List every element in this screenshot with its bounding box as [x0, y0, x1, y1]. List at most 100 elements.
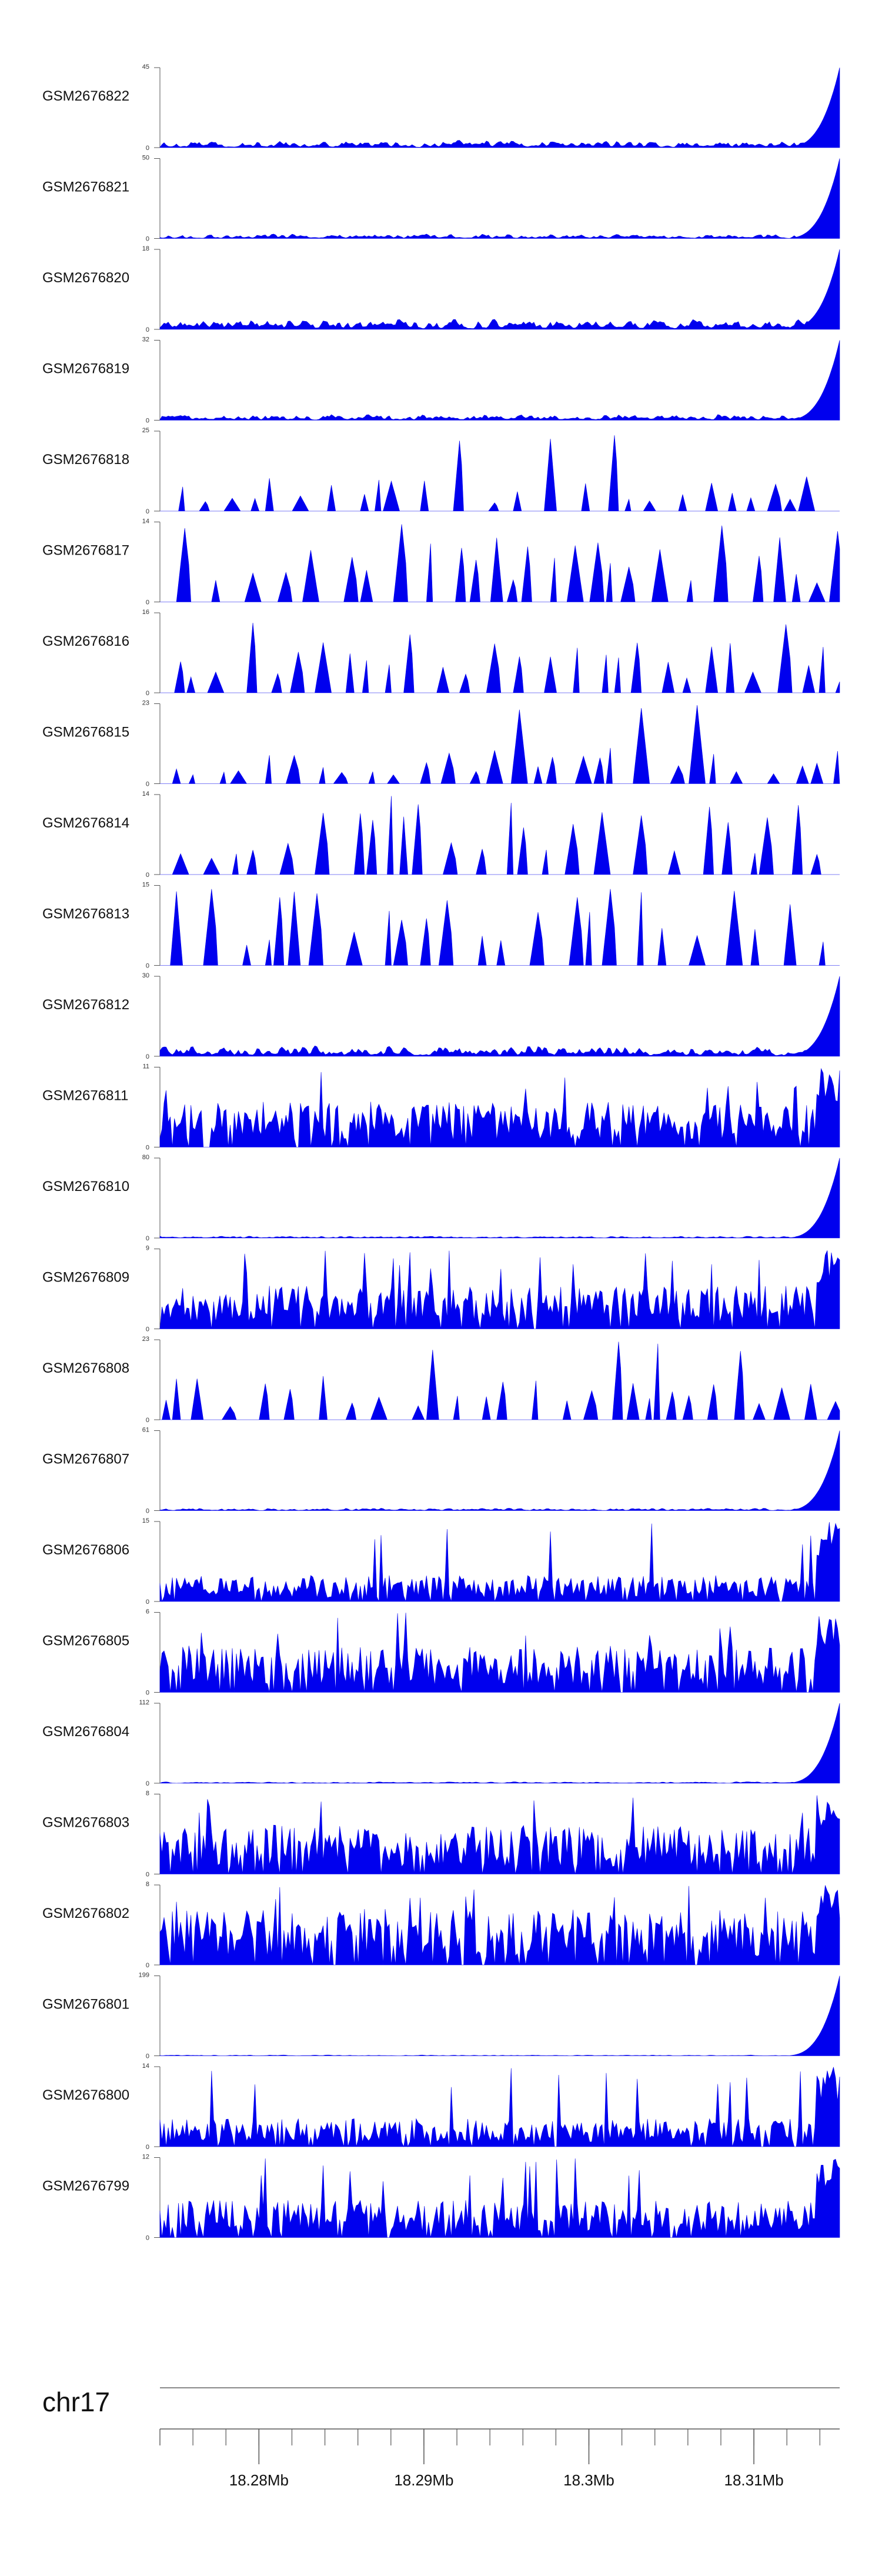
y-min-label: 0 [146, 1962, 149, 1969]
track-gsm2676811: GSM2676811 11 0 [42, 1063, 840, 1152]
tick-label: 18.31Mb [724, 2471, 784, 2489]
track-gsm2676818: GSM2676818 25 0 [42, 427, 840, 515]
y-max-label: 15 [142, 882, 149, 889]
track-label: GSM2676811 [42, 1088, 128, 1104]
track-label: GSM2676805 [42, 1633, 129, 1649]
y-max-label: 80 [142, 1154, 149, 1161]
y-max-label: 12 [142, 2154, 149, 2161]
track-label: GSM2676807 [42, 1451, 129, 1467]
track-label: GSM2676813 [42, 906, 129, 922]
y-min-label: 0 [146, 781, 149, 788]
track-gsm2676819: GSM2676819 32 0 [42, 336, 840, 425]
y-max-label: 61 [142, 1427, 149, 1434]
track-label: GSM2676809 [42, 1270, 129, 1286]
y-max-label: 25 [142, 427, 149, 434]
track-label: GSM2676820 [42, 270, 129, 286]
chromosome-label: chr17 [42, 2387, 110, 2417]
track-gsm2676800: GSM2676800 14 0 [42, 2063, 840, 2151]
y-max-label: 8 [146, 1790, 149, 1797]
y-min-label: 0 [146, 1417, 149, 1424]
signal-area [159, 158, 840, 239]
track-label: GSM2676803 [42, 1815, 129, 1831]
y-max-label: 50 [142, 155, 149, 162]
y-max-label: 16 [142, 609, 149, 616]
y-max-label: 11 [143, 1063, 149, 1070]
signal-area [160, 622, 840, 693]
tick-label: 18.3Mb [563, 2471, 614, 2489]
track-label: GSM2676821 [42, 179, 129, 195]
y-max-label: 6 [146, 1609, 149, 1616]
y-min-label: 0 [146, 1326, 149, 1333]
y-max-label: 8 [146, 1881, 149, 1888]
y-min-label: 0 [146, 1599, 149, 1606]
y-max-label: 30 [142, 972, 149, 979]
track-gsm2676802: GSM2676802 8 0 [42, 1881, 840, 1969]
signal-area [160, 889, 840, 966]
track-gsm2676820: GSM2676820 18 0 [42, 245, 840, 333]
y-min-label: 0 [146, 418, 149, 425]
track-label: GSM2676816 [42, 633, 129, 649]
y-min-label: 0 [146, 2235, 149, 2242]
track-gsm2676810: GSM2676810 80 0 [42, 1154, 840, 1242]
track-gsm2676822: GSM2676822 45 0 [42, 64, 840, 152]
signal-area [159, 1613, 840, 1693]
signal-area [159, 1703, 840, 1784]
chromosome-ruler: chr17 18.28Mb 18.29Mb 18.3Mb 18.31Mb [42, 2387, 840, 2489]
signal-area [160, 1342, 840, 1420]
track-gsm2676801: GSM2676801 199 0 [42, 1972, 840, 2060]
y-min-label: 0 [146, 508, 149, 515]
track-gsm2676805: GSM2676805 6 0 [42, 1609, 840, 1697]
track-gsm2676817: GSM2676817 14 0 [42, 518, 840, 606]
track-label: GSM2676808 [42, 1360, 129, 1376]
signal-area [159, 1250, 840, 1329]
y-max-label: 14 [142, 2063, 149, 2070]
y-min-label: 0 [146, 963, 149, 970]
track-label: GSM2676818 [42, 452, 129, 468]
y-min-label: 0 [146, 1690, 149, 1697]
y-max-label: 15 [142, 1517, 149, 1524]
y-max-label: 112 [139, 1699, 149, 1706]
y-max-label: 45 [142, 64, 149, 71]
track-gsm2676809: GSM2676809 9 0 [42, 1245, 840, 1333]
y-min-label: 0 [146, 2053, 149, 2060]
track-label: GSM2676819 [42, 361, 129, 377]
track-gsm2676806: GSM2676806 15 0 [42, 1517, 840, 1606]
track-label: GSM2676804 [42, 1724, 129, 1740]
track-gsm2676807: GSM2676807 61 0 [42, 1427, 840, 1515]
signal-area [160, 796, 840, 875]
signal-area [159, 2067, 840, 2148]
track-label: GSM2676812 [42, 997, 129, 1013]
signal-area [160, 705, 840, 784]
track-gsm2676814: GSM2676814 14 0 [42, 790, 840, 879]
tick-label: 18.28Mb [229, 2471, 289, 2489]
y-max-label: 9 [146, 1245, 149, 1252]
y-min-label: 0 [146, 145, 149, 152]
y-min-label: 0 [146, 1144, 149, 1152]
signal-area [159, 1157, 840, 1239]
y-min-label: 0 [146, 2144, 149, 2151]
signal-area [159, 1795, 840, 1874]
y-max-label: 23 [142, 700, 149, 707]
signal-area [160, 435, 840, 512]
track-label: GSM2676799 [42, 2178, 129, 2194]
signal-area [159, 976, 840, 1057]
track-label: GSM2676801 [42, 1997, 129, 2013]
track-label: GSM2676806 [42, 1542, 129, 1558]
track-label: GSM2676814 [42, 815, 129, 831]
signal-area [160, 524, 840, 602]
y-min-label: 0 [146, 1235, 149, 1242]
y-min-label: 0 [146, 872, 149, 879]
y-max-label: 14 [142, 518, 149, 525]
track-gsm2676808: GSM2676808 23 0 [42, 1336, 840, 1424]
track-label: GSM2676815 [42, 725, 129, 740]
y-min-label: 0 [146, 326, 149, 333]
y-min-label: 0 [146, 1053, 149, 1060]
y-min-label: 0 [146, 236, 149, 243]
track-gsm2676804: GSM2676804 112 0 [42, 1699, 840, 1787]
track-gsm2676821: GSM2676821 50 0 [42, 155, 840, 243]
signal-area [159, 1521, 840, 1603]
signal-area [159, 340, 840, 421]
y-max-label: 32 [142, 336, 149, 343]
signal-area [159, 1430, 840, 1511]
